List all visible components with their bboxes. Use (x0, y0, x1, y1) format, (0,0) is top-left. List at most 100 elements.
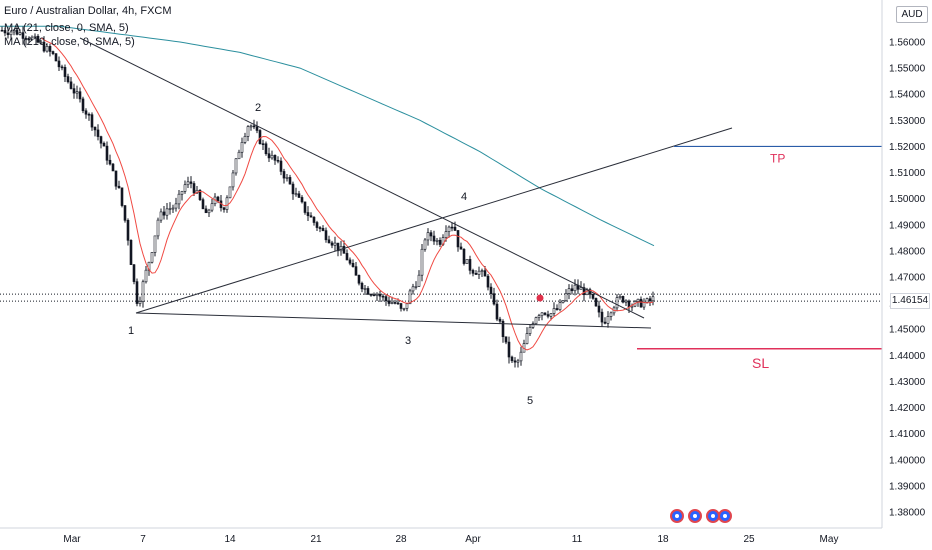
ma-210-legend[interactable]: MA (210, close, 0, SMA, 5) (4, 36, 135, 48)
candle (30, 35, 34, 41)
price-axis[interactable]: 1.56000 1.55000 1.54000 1.53000 1.52000 1.510… (881, 0, 926, 528)
economic-event-flag-icon[interactable] (688, 509, 702, 523)
candle (0, 26, 4, 32)
economic-event-flag-icon[interactable] (670, 509, 684, 523)
candle (513, 357, 517, 368)
signal-marker (536, 294, 544, 302)
candle (225, 195, 229, 213)
candle (240, 137, 244, 158)
candle (570, 284, 574, 295)
candle-body (279, 160, 283, 172)
candle-body (228, 186, 232, 199)
lower-trendline (135, 312, 652, 329)
candle (345, 249, 349, 261)
wave-label: 2 (255, 102, 261, 114)
candle (459, 242, 463, 250)
candle-body (645, 298, 649, 303)
candle-body (204, 208, 208, 214)
candle-body (162, 211, 166, 216)
candle (339, 240, 343, 256)
candle (531, 321, 535, 329)
candle (354, 262, 358, 276)
candle-body (345, 253, 349, 261)
candle (315, 220, 319, 231)
candle (258, 129, 262, 145)
candle-body (105, 145, 109, 161)
candle (78, 87, 82, 103)
candle-body (186, 181, 190, 186)
candle-body (456, 230, 460, 248)
candle (615, 294, 619, 312)
candle (303, 201, 307, 215)
candle-body (309, 215, 313, 218)
price-tick-label: 1.41000 (889, 429, 926, 440)
candle-body (30, 36, 34, 40)
candle-body (501, 320, 505, 338)
candle (159, 208, 163, 223)
candle-body (285, 177, 289, 179)
candle-body (609, 312, 613, 317)
candle (489, 283, 493, 299)
candle-body (483, 270, 487, 277)
candle-body (534, 317, 538, 325)
candle-body (201, 199, 205, 210)
candle-body (192, 183, 196, 194)
price-tick-label: 1.39000 (889, 481, 926, 492)
candle-body (513, 360, 517, 363)
economic-event-flag-icon[interactable] (718, 509, 732, 523)
candle (273, 154, 277, 165)
candle (45, 43, 49, 53)
candle (288, 174, 292, 185)
candle (546, 310, 550, 319)
candle (168, 202, 172, 215)
candle (228, 186, 232, 199)
candle-body (363, 288, 367, 290)
candle (156, 217, 160, 240)
candle-body (273, 154, 277, 161)
candle-body (543, 312, 547, 315)
candle (246, 125, 250, 142)
candle (474, 270, 478, 275)
candle-body (378, 293, 382, 297)
candle-body (210, 203, 214, 211)
candle (456, 230, 460, 252)
candle (519, 346, 523, 366)
price-tick-label: 1.40000 (889, 455, 926, 466)
candle (579, 281, 583, 290)
candle-body (579, 287, 583, 290)
time-axis[interactable]: Mar 7 14 21 28 Apr 11 18 25 May (0, 527, 882, 545)
candle-body (99, 136, 103, 144)
candle-body (96, 129, 100, 137)
price-tick-label: 1.38000 (889, 508, 926, 519)
candle (75, 85, 79, 99)
candle-body (525, 333, 529, 344)
candle (462, 248, 466, 266)
candle-body (12, 29, 16, 33)
candle (90, 112, 94, 131)
candle-body (450, 226, 454, 229)
candle (291, 181, 295, 200)
candle-body (300, 197, 304, 203)
candle (435, 238, 439, 246)
candle-body (648, 298, 652, 302)
candle (369, 293, 373, 297)
candle-body (312, 216, 316, 223)
candle (384, 294, 388, 306)
candle-body (249, 125, 253, 128)
candle-body (381, 295, 385, 298)
candle-body (36, 35, 40, 43)
candle-body (114, 170, 118, 187)
candle (99, 135, 103, 149)
ma-21-legend[interactable]: MA (21, close, 0, SMA, 5) (4, 22, 129, 34)
candle-body (615, 297, 619, 309)
candle-body (189, 181, 193, 184)
price-tick-label: 1.55000 (889, 64, 926, 75)
candle (453, 221, 457, 232)
candle-body (342, 246, 346, 254)
candle (255, 121, 259, 134)
price-tick-label: 1.54000 (889, 90, 926, 101)
candle (387, 296, 391, 307)
currency-badge[interactable]: AUD (896, 6, 928, 23)
candle (69, 76, 73, 90)
